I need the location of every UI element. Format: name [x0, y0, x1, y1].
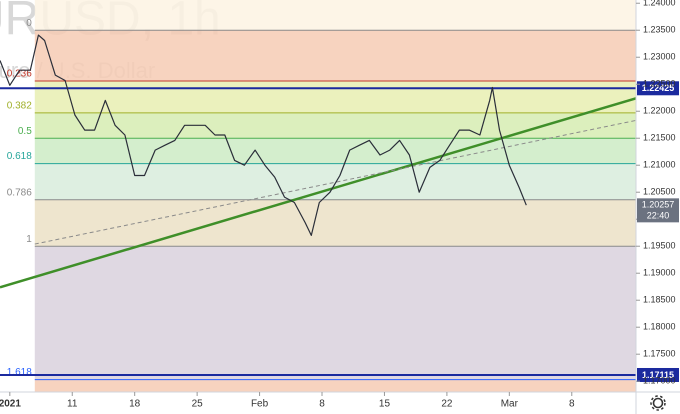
- fib-zone: [34, 112, 636, 139]
- fib-zone: [34, 163, 636, 200]
- fib-label: 0: [26, 18, 32, 29]
- y-tick-label: 1.21500: [643, 133, 676, 143]
- y-tick-label: 1.19500: [643, 241, 676, 251]
- fib-zone: [34, 246, 636, 380]
- settings-icon[interactable]: [650, 395, 666, 411]
- fib-zone: [34, 379, 636, 392]
- y-tick-label: 1.23000: [643, 52, 676, 62]
- y-tick-label: 1.22500: [643, 79, 676, 89]
- time-axis: [0, 392, 636, 414]
- price-label: 1.17115: [642, 370, 674, 380]
- y-tick-label: 1.21000: [643, 160, 676, 170]
- price-label: 1.22425: [642, 83, 675, 93]
- x-tick-label: Feb: [251, 399, 269, 410]
- y-tick-label: 1.23500: [643, 25, 676, 35]
- x-tick-label: 8: [569, 399, 575, 410]
- plot-area: EURUSD, 1hEuro / U.S. Dollar00.2360.3820…: [0, 0, 636, 392]
- last-price-time: 22:40: [647, 211, 670, 221]
- price-label-box: [637, 81, 679, 96]
- x-tick-label: 15: [379, 399, 391, 410]
- fib-label: 1.618: [7, 367, 32, 378]
- y-tick-label: 1.24000: [643, 0, 676, 8]
- fib-label: 0.382: [7, 100, 32, 111]
- fib-zone: [34, 30, 636, 81]
- price-label-box: [637, 367, 679, 382]
- y-tick-label: 1.17000: [643, 376, 676, 386]
- x-tick-label: 8: [319, 399, 325, 410]
- x-tick-label: 25: [192, 399, 204, 410]
- x-tick-label: 22: [441, 399, 453, 410]
- y-tick-label: 1.22000: [643, 106, 676, 116]
- fib-label: 0.236: [7, 69, 32, 80]
- gear[interactable]: [652, 397, 664, 409]
- fib-label: 0.786: [7, 187, 32, 198]
- trendline: [34, 119, 636, 245]
- x-tick-label: 11: [67, 399, 78, 410]
- fib-zone: [34, 138, 636, 164]
- fib-zone: [34, 0, 636, 31]
- x-tick-label: Mar: [501, 399, 519, 410]
- trendline: [0, 97, 636, 289]
- y-tick-label: 1.17500: [643, 349, 676, 359]
- x-tick-label: 18: [129, 399, 141, 410]
- y-tick-label: 1.18000: [643, 322, 676, 332]
- fib-zone: [34, 199, 636, 247]
- price-line: [0, 34, 527, 236]
- last-price-label: 1.20257: [642, 200, 675, 210]
- last-price-box: [637, 198, 679, 223]
- y-tick-label: 1.19000: [643, 268, 676, 278]
- fib-label: 1: [26, 234, 32, 245]
- gear-teeth[interactable]: [650, 395, 666, 411]
- y-tick-label: 1.18500: [643, 295, 676, 305]
- y-tick-label: 1.20500: [643, 187, 676, 197]
- fib-zone: [34, 80, 636, 113]
- x-tick-label: 2021: [0, 399, 21, 410]
- fib-label: 0.618: [7, 151, 32, 162]
- fib-label: 0.5: [18, 126, 32, 137]
